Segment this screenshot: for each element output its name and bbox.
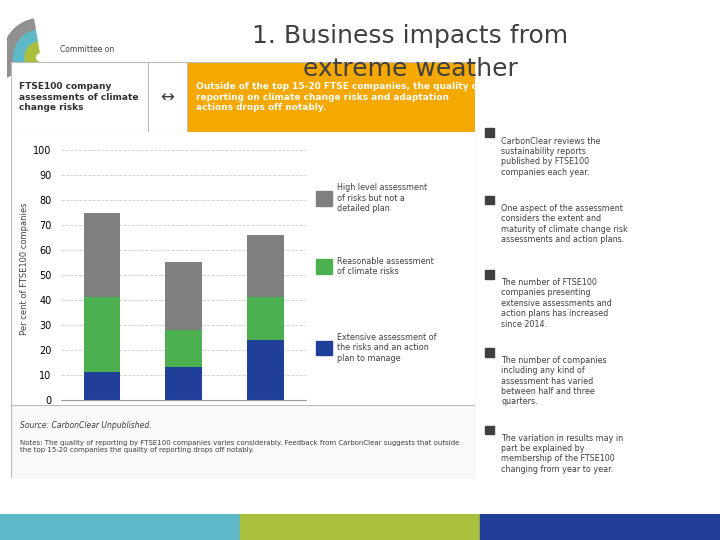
Text: The number of companies
including any kind of
assessment has varied
between half: The number of companies including any ki…: [501, 356, 607, 407]
Bar: [247, 298, 284, 340]
Bar: [166, 330, 202, 367]
FancyBboxPatch shape: [148, 62, 187, 132]
Bar: [84, 298, 120, 372]
Text: Notes: The quality of reporting by FTSE100 companies varies considerably. Feedba: Notes: The quality of reporting by FTSE1…: [20, 440, 459, 453]
Bar: [84, 372, 120, 400]
Text: 1. Business impacts from: 1. Business impacts from: [252, 24, 569, 48]
Text: High level assessment
of risks but not a
detailed plan: High level assessment of risks but not a…: [337, 184, 427, 213]
Text: Committee on: Committee on: [60, 45, 114, 54]
Y-axis label: Per cent of FTSE100 companies: Per cent of FTSE100 companies: [20, 202, 29, 335]
Wedge shape: [14, 31, 37, 78]
Text: Reasonable assessment
of climate risks: Reasonable assessment of climate risks: [337, 256, 433, 276]
Text: Extensive assessment of
the risks and an action
plan to manage: Extensive assessment of the risks and an…: [337, 333, 436, 363]
Wedge shape: [3, 19, 35, 77]
Bar: [316, 259, 332, 274]
FancyBboxPatch shape: [11, 405, 475, 478]
Text: Outside of the top 15-20 FTSE companies, the quality of
reporting on climate cha: Outside of the top 15-20 FTSE companies,…: [196, 82, 482, 112]
Wedge shape: [25, 42, 39, 73]
Bar: [485, 270, 494, 279]
Text: FTSE100 company
assessments of climate
change risks: FTSE100 company assessments of climate c…: [19, 82, 138, 112]
Bar: [316, 191, 332, 206]
Bar: [247, 340, 284, 400]
Bar: [485, 129, 494, 137]
Bar: [485, 426, 494, 434]
Text: extreme weather: extreme weather: [303, 57, 518, 80]
Bar: [0, 514, 240, 540]
Text: One aspect of the assessment
considers the extent and
maturity of climate change: One aspect of the assessment considers t…: [501, 204, 628, 244]
Bar: [480, 514, 720, 540]
Text: Source: CarbonClear Unpublished.: Source: CarbonClear Unpublished.: [20, 421, 152, 430]
Text: The variation in results may in
part be explained by
membership of the FTSE100
c: The variation in results may in part be …: [501, 434, 624, 474]
Bar: [316, 341, 332, 355]
Bar: [247, 235, 284, 298]
Text: CarbonClear reviews the
sustainability reports
published by FTSE100
companies ea: CarbonClear reviews the sustainability r…: [501, 137, 600, 177]
Bar: [240, 514, 480, 540]
Bar: [166, 367, 202, 400]
Text: ↔: ↔: [161, 88, 174, 106]
Bar: [485, 348, 494, 356]
Text: The number of FTSE100
companies presenting
extensive assessments and
action plan: The number of FTSE100 companies presenti…: [501, 278, 612, 329]
FancyBboxPatch shape: [11, 62, 148, 132]
Bar: [166, 262, 202, 330]
Bar: [485, 195, 494, 205]
FancyBboxPatch shape: [187, 62, 475, 132]
Text: Climate Change: Climate Change: [60, 65, 121, 73]
Bar: [84, 213, 120, 298]
